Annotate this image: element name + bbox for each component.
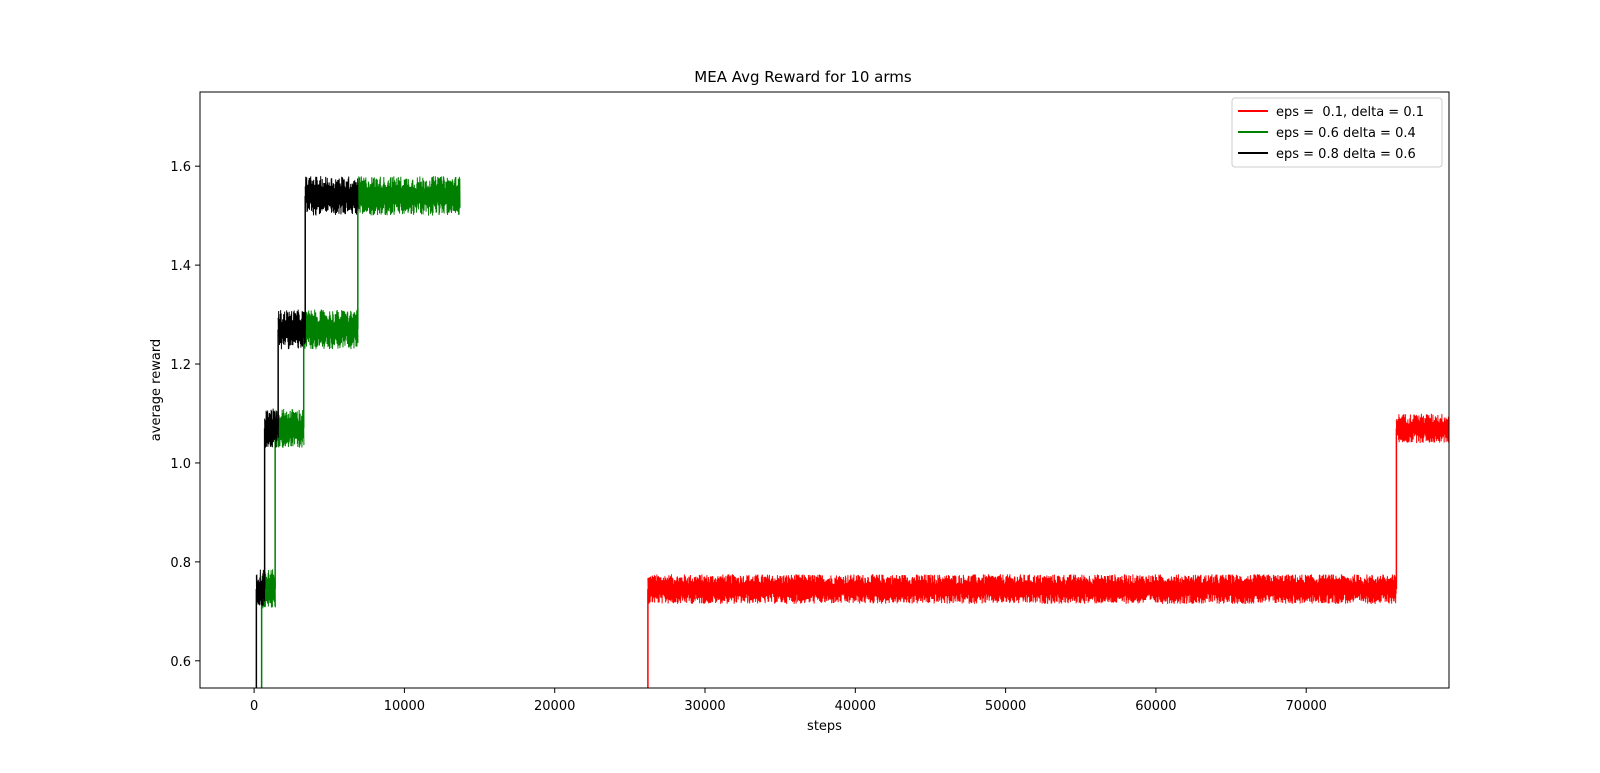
legend-item: eps = 0.8 delta = 0.6 [1238, 147, 1416, 162]
series-plateau [277, 309, 306, 350]
x-tick-label: 0 [250, 699, 258, 714]
y-tick-label: 1.2 [170, 358, 191, 373]
y-tick-label: 1.4 [170, 259, 191, 274]
legend-item: eps = 0.6 delta = 0.4 [1238, 126, 1416, 141]
chart-title: MEA Avg Reward for 10 arms [694, 68, 912, 86]
series-plateau [647, 574, 1397, 604]
y-tick-label: 1.0 [170, 457, 191, 472]
legend-label: eps = 0.6 delta = 0.4 [1276, 126, 1416, 141]
legend-item: eps = 0.1, delta = 0.1 [1238, 105, 1424, 120]
x-axis-label: steps [807, 719, 842, 734]
series-plateau [1395, 413, 1449, 444]
series-line [260, 176, 461, 688]
series-line [255, 176, 359, 688]
y-tick-label: 0.8 [170, 556, 191, 571]
x-tick-label: 40000 [835, 699, 876, 714]
series-plateau [304, 176, 359, 216]
legend-label: eps = 0.1, delta = 0.1 [1276, 105, 1424, 120]
legend-box [1231, 97, 1443, 168]
series-plateau [303, 309, 359, 350]
plot-area-frame [199, 91, 1450, 689]
series-plateau [261, 569, 276, 609]
x-tick-label: 70000 [1286, 699, 1327, 714]
y-axis-label: average reward [149, 339, 164, 441]
legend-label: eps = 0.8 delta = 0.6 [1276, 147, 1416, 162]
x-tick-label: 20000 [534, 699, 575, 714]
x-tick-label: 60000 [1135, 699, 1176, 714]
series-line [647, 413, 1449, 688]
series-plateau [357, 176, 461, 216]
series-plateau [274, 409, 305, 449]
y-tick-label: 0.6 [170, 655, 191, 670]
y-tick-label: 1.6 [170, 160, 191, 175]
series-layer [255, 176, 1449, 688]
x-tick-label: 50000 [985, 699, 1026, 714]
x-tick-label: 10000 [384, 699, 425, 714]
x-tick-label: 30000 [684, 699, 725, 714]
legend: eps = 0.1, delta = 0.1 eps = 0.6 delta =… [1231, 97, 1443, 168]
series-plateau [255, 569, 266, 607]
series-plateau [264, 408, 279, 448]
axis-ticks: 0 10000 20000 30000 40000 50000 60000 70000 0.6 0… [170, 160, 1327, 714]
